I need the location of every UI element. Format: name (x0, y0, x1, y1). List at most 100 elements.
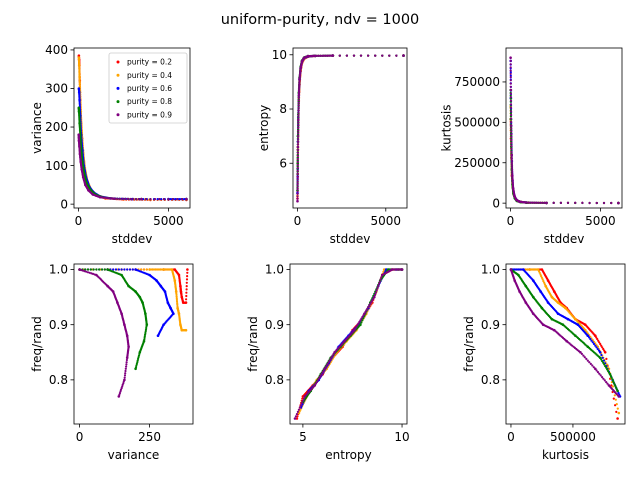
point-p4-s4-9-8 (123, 374, 127, 377)
point-p3-s4-1-2 (509, 96, 512, 99)
x-tick-label-p2-1: 5000 (371, 214, 402, 228)
point-p3-s4-10-5 (581, 201, 584, 204)
point-p2-s4-0-9 (296, 178, 299, 181)
point-p3-s4-9-4 (533, 201, 536, 204)
point-p6-s3-9-4 (603, 363, 606, 366)
point-p3-s4-3-6 (510, 166, 514, 169)
point-p6-s2-8-6 (594, 344, 597, 347)
point-p4-s0-10-8 (186, 275, 189, 278)
y-tick-label-p2-0: 6 (279, 156, 287, 170)
point-p2-s4-10-5 (322, 54, 325, 57)
x-tick-label-p5-0: 5 (299, 430, 307, 444)
subplot-p1: 0 5000 0 100 200 300 400 stddev variance (30, 43, 191, 246)
point-p2-s4-2-8 (297, 124, 300, 127)
x-axis-label-p4: variance (108, 448, 160, 462)
x-axis-label-p2: stddev (330, 232, 371, 246)
point-p4-s3-10-6 (136, 361, 139, 364)
point-p2-s4-10-2 (317, 54, 320, 57)
y-tick-label-p6-0: 0.8 (481, 373, 500, 387)
point-p2-s4-0-5 (296, 187, 299, 191)
point-p2-s4-2-4 (297, 135, 300, 138)
point-p2-s4-2 (296, 145, 300, 149)
point-p4-s4-0-4 (85, 270, 88, 273)
point-p4-s3-0-4 (89, 268, 92, 271)
point-p3-s4-10-6 (588, 201, 591, 205)
point-p3-s4-10-8 (602, 201, 606, 205)
point-p6-s2-8-3 (590, 339, 593, 342)
point-p1-s2-2-2 (78, 102, 81, 105)
point-p5-s4-2-5 (318, 376, 321, 379)
point-p1-s2-13-1 (169, 198, 172, 201)
point-p2-s4-1-4 (296, 163, 299, 166)
point-p1-s4-11-2 (118, 197, 121, 200)
point-p4-s2-1-8 (128, 268, 132, 271)
point-p6-s3-9-1 (600, 358, 603, 361)
point-p3-s4-3-5 (510, 164, 514, 167)
point-p3-s4-10-7 (595, 201, 598, 205)
point-p4-s2-1-3 (114, 268, 118, 271)
y-tick-label-p5-1: 0.9 (265, 318, 284, 332)
y-tick-label-p5-2: 1.0 (265, 263, 284, 277)
point-p2-s4-2-3 (297, 137, 300, 140)
point-p6-s2-8-2 (589, 337, 592, 341)
point-p4-s2-1-7 (126, 268, 129, 271)
point-p3-s4-2 (509, 124, 513, 127)
point-p6-s4-8-1 (580, 352, 584, 355)
point-p5-s4-8 (373, 295, 376, 299)
y-tick-label-p3-1: 250000 (454, 156, 500, 170)
point-p2-s4-1-9 (296, 148, 299, 152)
point-p3-s4-9-5 (535, 201, 538, 204)
point-p5-s4-0-8 (301, 399, 304, 402)
point-p3-s4-1-1 (509, 92, 512, 95)
point-p5-s4-0-6 (299, 404, 302, 407)
point-p6-s4-9-4 (599, 374, 602, 377)
x-tick-label-p1-1: 5000 (153, 214, 184, 228)
point-p4-s4-0-5 (86, 271, 90, 274)
point-p1-s2-13-6 (178, 198, 181, 201)
point-p4-s4-0-1 (80, 269, 83, 272)
point-p3-s4-1 (509, 88, 513, 92)
x-tick-label-p6-0: 0 (507, 430, 515, 444)
point-p3-s4-10 (545, 201, 548, 205)
markers-p1 (77, 54, 188, 202)
point-p1-s4-12-7 (171, 198, 174, 201)
y-tick-label-p1-1: 100 (45, 159, 68, 173)
legend-marker-4 (116, 113, 120, 117)
point-p6-s0-9-7 (601, 346, 604, 349)
point-p3-s4-11 (617, 201, 620, 205)
point-p4-s0-10-2 (185, 294, 188, 298)
point-p6-s4-9-3 (598, 372, 601, 375)
point-p2-s4-3-7 (297, 101, 300, 104)
point-p2-s4-0-1 (296, 197, 299, 200)
point-p4-s4-9 (125, 356, 129, 360)
point-p1-s4-12-1 (144, 198, 147, 201)
point-p4-s0-10-5 (185, 285, 188, 288)
point-p6-s4-9-1 (595, 369, 598, 372)
point-p4-s3-0-2 (84, 268, 87, 271)
point-p4-s3-0-8 (100, 268, 104, 271)
point-p2-s4-11-4 (359, 54, 363, 57)
point-p2-s4-4 (297, 94, 301, 97)
point-p2-s4-3-3 (297, 111, 300, 114)
point-p2-s4-4-4 (298, 87, 301, 90)
point-p2-s4-11-5 (367, 54, 370, 57)
point-p1-s1-2 (78, 75, 81, 79)
point-p6-s4-8-7 (589, 362, 592, 365)
point-p3-s4-0 (509, 56, 512, 59)
point-p6-s3-9-3 (602, 361, 605, 364)
y-tick-label-p6-1: 0.9 (481, 318, 500, 332)
point-p2-s4-11-8 (388, 54, 391, 57)
point-p2-s4-1-7 (296, 154, 299, 157)
point-p1-s4-11-5 (126, 197, 130, 200)
point-p4-s4-0-6 (88, 271, 91, 274)
point-p6-s3-9-6 (605, 366, 608, 369)
point-p2-s4-2-1 (296, 143, 300, 146)
point-p3-s4-2-1 (510, 127, 513, 130)
point-p1-s2-13-9 (183, 198, 186, 201)
point-p6-s2-9-1 (600, 353, 603, 357)
point-p5-s4-6-4 (357, 322, 360, 325)
point-p4-s3-0-3 (86, 268, 90, 271)
point-p1-s4-12-2 (149, 198, 152, 201)
point-p3-s4-2-5 (510, 139, 513, 142)
